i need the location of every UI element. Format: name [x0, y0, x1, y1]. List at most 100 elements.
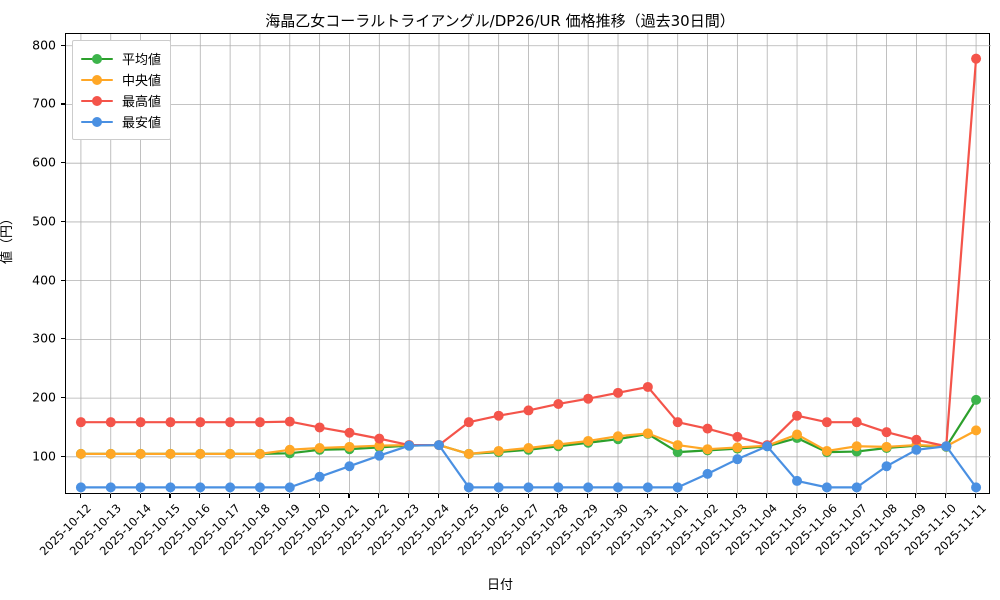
data-point [583, 393, 594, 404]
data-point [642, 482, 653, 493]
data-point [732, 431, 743, 442]
data-point [254, 448, 265, 459]
data-point [374, 440, 385, 451]
data-point [702, 468, 713, 479]
x-tick-label: 2025-10-18 [215, 501, 273, 559]
data-point [732, 442, 743, 453]
x-tick-label: 2025-11-04 [722, 501, 781, 559]
x-tick-label: 2025-10-27 [484, 501, 542, 559]
data-point [642, 381, 653, 392]
data-point [105, 482, 116, 493]
data-point [404, 440, 415, 451]
data-point [374, 450, 385, 461]
x-tick-label: 2025-10-26 [454, 501, 512, 559]
data-point [732, 454, 743, 465]
y-tick-label: 800 [32, 37, 56, 53]
x-tick-label: 2025-10-22 [335, 501, 393, 559]
x-tick-label: 2025-10-15 [126, 501, 184, 559]
data-point [225, 482, 236, 493]
data-point [971, 394, 982, 405]
data-point [583, 482, 594, 493]
x-tick-label: 2025-11-07 [812, 501, 870, 559]
data-point [911, 444, 922, 455]
data-point [225, 417, 236, 428]
data-point [613, 482, 624, 493]
x-tick-label: 2025-10-24 [394, 501, 452, 559]
x-tick-label: 2025-11-03 [693, 501, 751, 559]
x-tick-label: 2025-11-01 [633, 501, 691, 559]
y-axis-label: 値（円） [0, 211, 15, 264]
legend-item-1[interactable]: 中央値 [81, 69, 161, 90]
data-point [135, 482, 146, 493]
data-point [792, 475, 803, 486]
data-point [642, 428, 653, 439]
data-point [911, 434, 922, 445]
x-tick-label: 2025-10-20 [275, 501, 333, 559]
y-tick-label: 700 [32, 95, 56, 111]
x-tick-label: 2025-11-11 [931, 501, 989, 559]
data-point [553, 398, 564, 409]
x-tick-label: 2025-10-21 [305, 501, 363, 559]
legend-marker-icon [81, 115, 113, 129]
data-point [493, 445, 504, 456]
data-point [493, 482, 504, 493]
data-point [553, 439, 564, 450]
data-point [314, 422, 325, 433]
data-point [254, 417, 265, 428]
data-point [851, 417, 862, 428]
data-point [613, 387, 624, 398]
legend-item-2[interactable]: 最高値 [81, 90, 161, 111]
data-point [971, 482, 982, 493]
data-point [941, 441, 952, 452]
data-point [672, 482, 683, 493]
data-point [314, 443, 325, 454]
x-tick-label: 2025-11-06 [782, 501, 840, 559]
chart-title: 海晶乙女コーラルトライアングル/DP26/UR 価格推移（過去30日間） [265, 12, 735, 30]
legend-label: 最高値 [122, 95, 162, 110]
x-tick-label: 2025-11-08 [842, 501, 900, 559]
y-tick-label: 400 [32, 272, 56, 288]
y-tick-label: 600 [32, 154, 56, 170]
data-point [254, 482, 265, 493]
data-point [881, 427, 892, 438]
data-point [225, 448, 236, 459]
data-point [75, 417, 86, 428]
data-point [344, 427, 355, 438]
y-tick-label: 200 [32, 389, 56, 405]
x-tick-label: 2025-10-29 [543, 501, 602, 559]
data-point [523, 482, 534, 493]
data-point [344, 441, 355, 452]
data-point [792, 429, 803, 440]
legend-marker-icon [81, 52, 113, 66]
data-point [433, 440, 444, 451]
x-tick-label: 2025-10-17 [185, 501, 244, 559]
x-tick-label: 2025-10-25 [424, 501, 482, 559]
x-tick-label: 2025-11-09 [872, 501, 930, 559]
legend-label: 中央値 [122, 74, 162, 89]
y-tick-label: 100 [32, 448, 56, 464]
data-point [553, 482, 564, 493]
data-point [165, 417, 176, 428]
data-point [195, 417, 206, 428]
data-point [135, 448, 146, 459]
data-point [463, 417, 474, 428]
data-point [821, 482, 832, 493]
data-point [314, 471, 325, 482]
legend-marker-icon [81, 73, 113, 87]
data-point [702, 444, 713, 455]
x-tick-label: 2025-10-12 [36, 501, 94, 559]
chart-legend: 平均値中央値最高値 最安値 [72, 40, 172, 140]
x-tick-label: 2025-10-30 [573, 501, 631, 559]
legend-item-0[interactable]: 平均値 [81, 48, 161, 69]
data-point [702, 423, 713, 434]
data-point [821, 445, 832, 456]
data-point [971, 425, 982, 436]
data-point [75, 482, 86, 493]
legend-item-3[interactable]: 最安値 [81, 111, 161, 132]
series-line [79, 57, 978, 448]
data-point [165, 448, 176, 459]
data-point [344, 461, 355, 472]
y-tick-label: 500 [32, 213, 56, 229]
data-point [851, 482, 862, 493]
